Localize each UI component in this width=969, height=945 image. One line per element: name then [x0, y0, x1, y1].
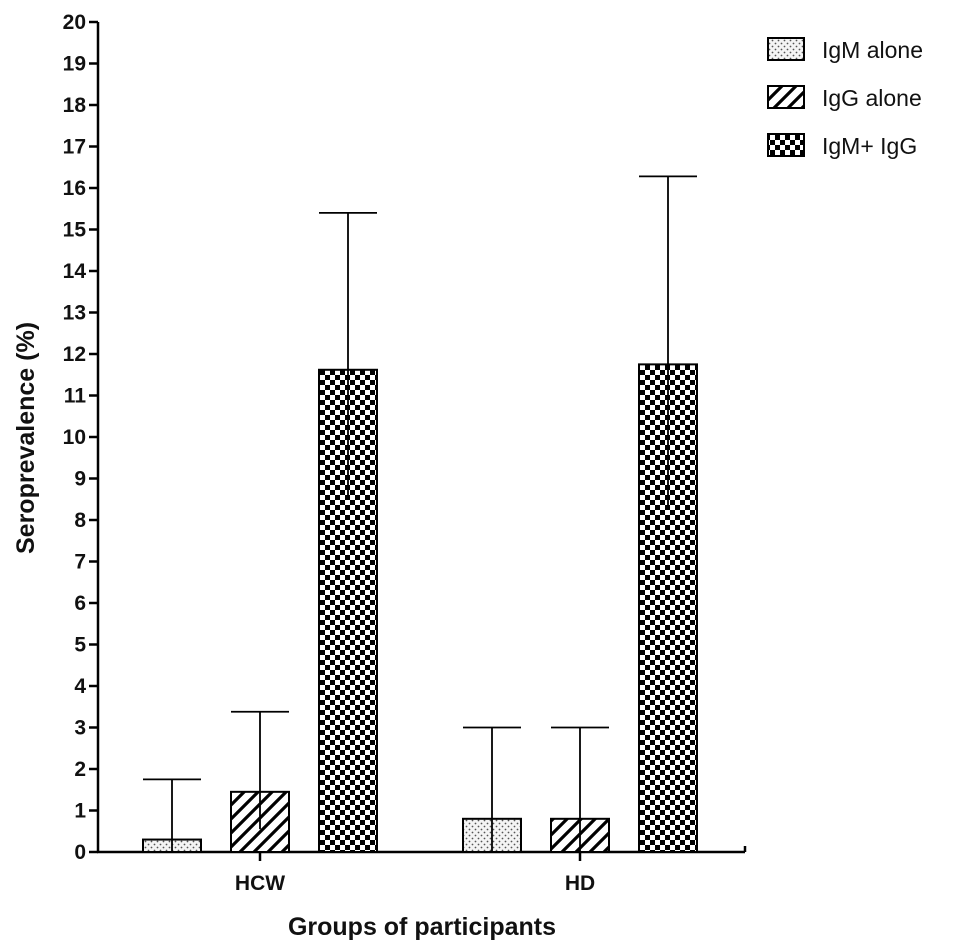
y-tick-label: 3: [74, 717, 86, 740]
y-tick-label: 2: [74, 758, 86, 781]
y-tick-label: 5: [74, 634, 86, 657]
legend-swatch: [767, 133, 805, 157]
x-tick-label: HD: [565, 872, 595, 895]
y-tick-label: 1: [74, 800, 86, 823]
y-axis-title: Seroprevalence (%): [12, 322, 40, 554]
y-tick-label: 17: [63, 136, 86, 159]
y-tick-label: 14: [63, 260, 87, 283]
y-tick-label: 20: [63, 11, 86, 34]
legend-swatch: [767, 37, 805, 61]
y-tick-label: 19: [63, 53, 86, 76]
y-tick-label: 10: [63, 426, 86, 449]
x-axis-title: Groups of participants: [288, 913, 556, 941]
y-tick-label: 11: [64, 385, 87, 408]
legend: IgM alone IgG alone IgM+ IgG: [767, 37, 923, 159]
y-tick-label: 6: [74, 592, 86, 615]
y-tick-label: 4: [74, 675, 86, 698]
category-labels: HCW HD: [235, 852, 595, 895]
legend-label: IgM+ IgG: [822, 133, 917, 159]
x-tick-label: HCW: [235, 872, 285, 895]
legend-label: IgM alone: [822, 37, 923, 63]
x-axis: [97, 846, 747, 854]
y-tick-label: 7: [74, 551, 86, 574]
y-tick-label: 8: [74, 509, 86, 532]
y-tick-label: 16: [63, 177, 86, 200]
legend-swatch: [767, 85, 805, 109]
y-tick-label: 9: [74, 468, 86, 491]
legend-label: IgG alone: [822, 85, 922, 111]
y-tick-label: 12: [63, 343, 86, 366]
y-tick-label: 13: [63, 302, 86, 325]
bars: [142, 363, 698, 854]
error-bars: [143, 175, 697, 852]
y-tick-label: 18: [63, 94, 87, 117]
y-tick-label: 15: [63, 219, 87, 242]
y-tick-label: 0: [74, 841, 86, 864]
